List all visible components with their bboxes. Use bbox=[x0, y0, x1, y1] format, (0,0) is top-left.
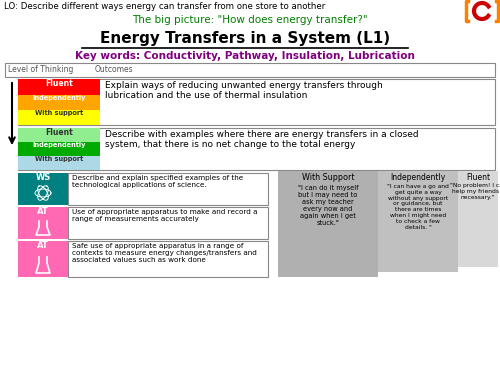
Text: Level of Thinking: Level of Thinking bbox=[8, 65, 74, 74]
FancyBboxPatch shape bbox=[18, 241, 68, 277]
FancyBboxPatch shape bbox=[18, 79, 495, 125]
FancyBboxPatch shape bbox=[18, 79, 100, 95]
Text: Describe and explain specified examples of the
technological applications of sci: Describe and explain specified examples … bbox=[72, 175, 243, 188]
FancyBboxPatch shape bbox=[18, 128, 495, 170]
Text: Use of appropriate apparatus to make and record a
range of measurements accurate: Use of appropriate apparatus to make and… bbox=[72, 209, 258, 222]
Text: With support: With support bbox=[35, 110, 83, 116]
Text: WS: WS bbox=[36, 173, 51, 182]
Text: Safe use of appropriate apparatus in a range of
contexts to measure energy chang: Safe use of appropriate apparatus in a r… bbox=[72, 243, 257, 263]
Text: "No problem! I can
help my friends if
necessary.": "No problem! I can help my friends if ne… bbox=[450, 183, 500, 200]
Text: Key words: Conductivity, Pathway, Insulation, Lubrication: Key words: Conductivity, Pathway, Insula… bbox=[75, 51, 415, 61]
FancyBboxPatch shape bbox=[18, 128, 100, 142]
Text: With support: With support bbox=[35, 156, 83, 162]
Text: Fluent: Fluent bbox=[466, 173, 490, 182]
Text: "I can have a go and
get quite a way
without any support
or guidance, but
there : "I can have a go and get quite a way wit… bbox=[387, 184, 449, 230]
Text: With Support: With Support bbox=[302, 173, 354, 182]
Text: Independently: Independently bbox=[32, 142, 86, 148]
Text: Fluent: Fluent bbox=[45, 128, 73, 137]
Text: Explain ways of reducing unwanted energy transfers through
lubrication and the u: Explain ways of reducing unwanted energy… bbox=[105, 81, 383, 100]
FancyBboxPatch shape bbox=[18, 173, 68, 205]
FancyBboxPatch shape bbox=[18, 110, 100, 125]
Text: Fluent: Fluent bbox=[45, 79, 73, 88]
Text: The big picture: "How does energy transfer?": The big picture: "How does energy transf… bbox=[132, 15, 368, 25]
Text: AT: AT bbox=[37, 241, 49, 250]
Text: AT: AT bbox=[37, 207, 49, 216]
Text: Independently: Independently bbox=[390, 173, 446, 182]
Text: LO: Describe different ways energy can transfer from one store to another: LO: Describe different ways energy can t… bbox=[4, 2, 325, 11]
FancyBboxPatch shape bbox=[18, 95, 100, 110]
Text: "I can do it myself
but I may need to
ask my teacher
every now and
again when I : "I can do it myself but I may need to as… bbox=[298, 185, 358, 226]
FancyBboxPatch shape bbox=[68, 207, 268, 239]
FancyBboxPatch shape bbox=[5, 63, 495, 77]
Text: Outcomes: Outcomes bbox=[95, 65, 134, 74]
Text: Describe with examples where there are energy transfers in a closed
system, that: Describe with examples where there are e… bbox=[105, 130, 418, 149]
FancyBboxPatch shape bbox=[68, 241, 268, 277]
FancyBboxPatch shape bbox=[458, 171, 498, 267]
FancyBboxPatch shape bbox=[18, 142, 100, 156]
FancyBboxPatch shape bbox=[18, 207, 68, 239]
FancyBboxPatch shape bbox=[278, 171, 378, 277]
FancyBboxPatch shape bbox=[18, 156, 100, 170]
FancyBboxPatch shape bbox=[68, 173, 268, 205]
Text: Energy Transfers in a System (L1): Energy Transfers in a System (L1) bbox=[100, 31, 390, 46]
FancyBboxPatch shape bbox=[378, 171, 458, 272]
Text: Independently: Independently bbox=[32, 95, 86, 101]
